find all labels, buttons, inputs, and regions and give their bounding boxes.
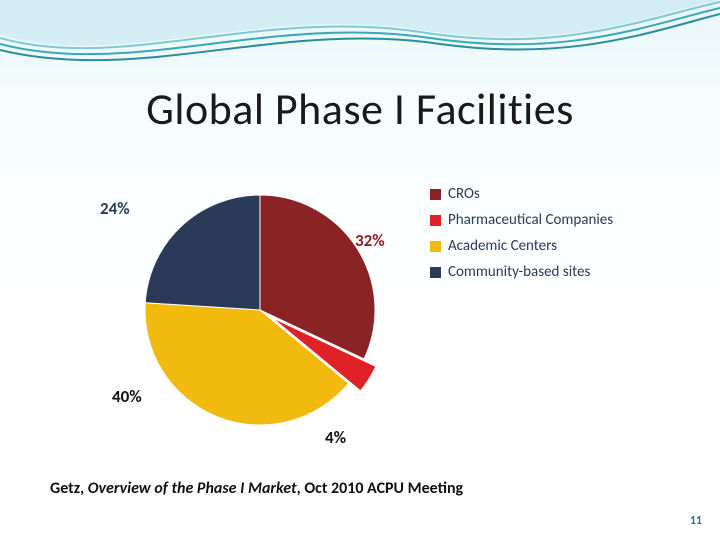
pie-svg: [140, 190, 400, 450]
legend-item: CROs: [430, 185, 680, 203]
pie-percent-label: 32%: [355, 230, 385, 251]
pie-percent-label: 24%: [100, 198, 130, 219]
legend-item: Community-based sites: [430, 263, 680, 281]
legend-item: Pharmaceutical Companies: [430, 211, 680, 229]
page-number: 11: [690, 514, 702, 528]
legend-label: Academic Centers: [448, 237, 557, 255]
legend: CROs Pharmaceutical Companies Academic Cen…: [430, 185, 680, 289]
legend-swatch: [430, 241, 441, 252]
header-wave: [0, 0, 720, 80]
legend-label: Community-based sites: [448, 263, 590, 281]
page-title: Global Phase I Facilities: [0, 82, 720, 136]
legend-swatch: [430, 189, 441, 200]
legend-item: Academic Centers: [430, 237, 680, 255]
legend-label: CROs: [448, 185, 480, 203]
pie-percent-label: 4%: [325, 427, 346, 448]
pie-slice: [145, 195, 260, 310]
citation-title: Overview of the Phase I Market: [88, 479, 297, 498]
pie-percent-label: 40%: [112, 386, 142, 407]
citation-author: Getz,: [50, 479, 88, 498]
legend-swatch: [430, 267, 441, 278]
citation-tail: , Oct 2010 ACPU Meeting: [297, 479, 464, 498]
legend-label: Pharmaceutical Companies: [448, 211, 613, 229]
pie-chart: 32% 4% 40% 24%: [100, 170, 410, 450]
legend-swatch: [430, 215, 441, 226]
citation: Getz, Overview of the Phase I Market, Oc…: [50, 479, 463, 498]
